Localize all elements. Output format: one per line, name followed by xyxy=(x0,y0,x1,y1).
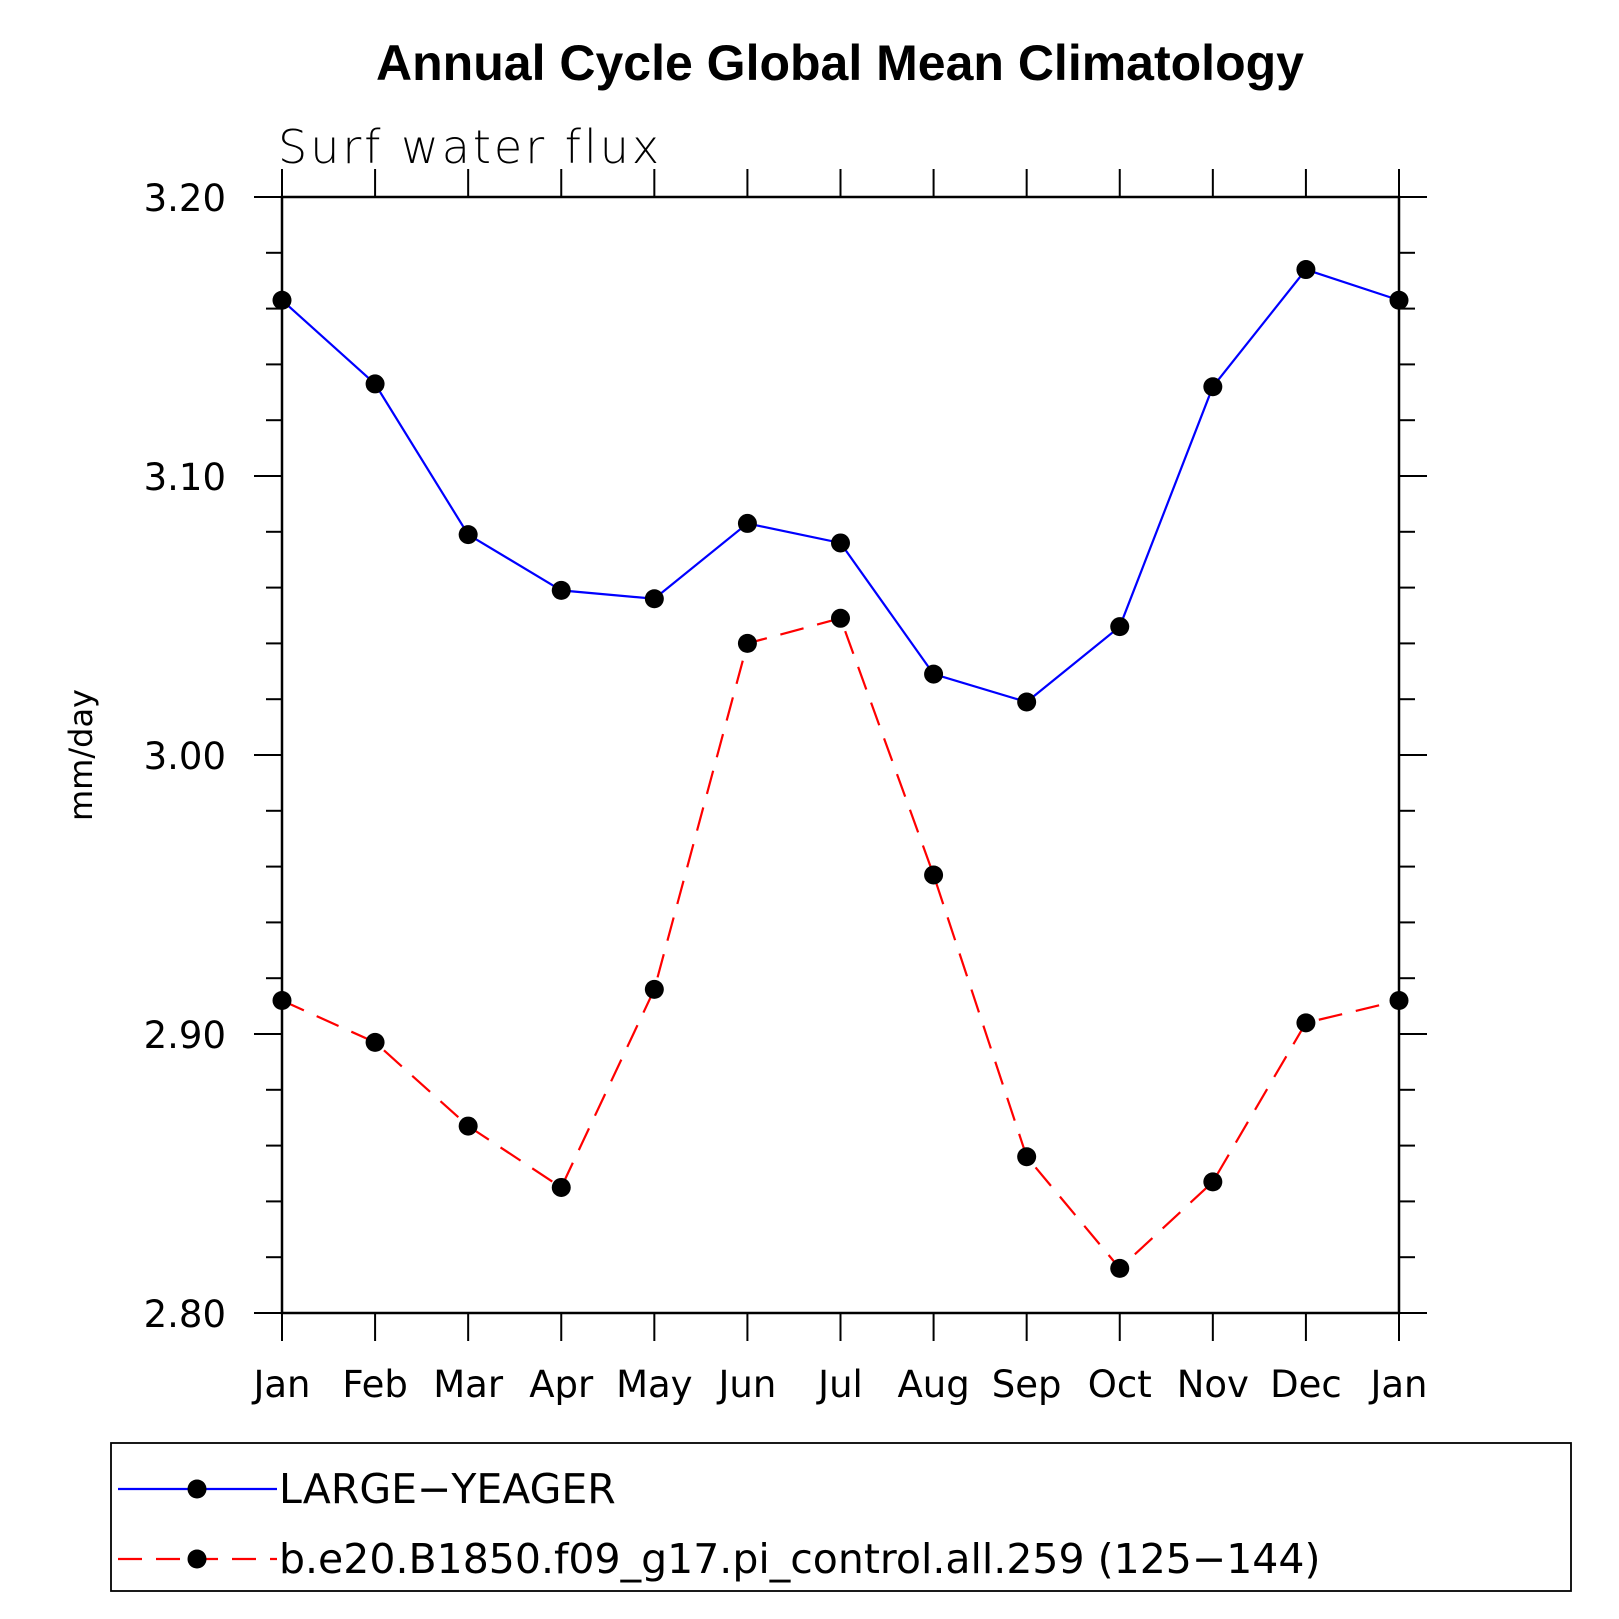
chart-title: Annual Cycle Global Mean Climatology xyxy=(376,35,1304,91)
x-tick-label: Dec xyxy=(1270,1363,1342,1406)
x-tick-label: Aug xyxy=(897,1363,969,1406)
x-tick-label: Apr xyxy=(529,1363,594,1406)
series-line-0 xyxy=(281,268,1400,704)
data-point-0 xyxy=(1110,617,1130,637)
data-point-0 xyxy=(644,589,664,609)
x-tick-label: May xyxy=(616,1363,693,1406)
x-tick-label: Sep xyxy=(992,1363,1062,1406)
legend: LARGE−YEAGER b.e20.B1850.f09_g17.pi_contr… xyxy=(118,1465,1320,1583)
data-point-1 xyxy=(831,608,850,628)
y-axis: 2.80 2.90 3.00 3.10 3.20 xyxy=(144,177,1427,1336)
data-point-0 xyxy=(1017,692,1037,712)
series-line-1 xyxy=(281,616,1400,1270)
x-tick-label: Feb xyxy=(342,1363,408,1406)
x-axis: Jan Feb Mar Apr May Jun Jul Aug Sep Oct Nov Dec Jan xyxy=(251,169,1428,1406)
y-axis-label: mm/day xyxy=(62,689,100,821)
legend-marker-0 xyxy=(187,1479,207,1499)
y-tick-label: 3.10 xyxy=(144,456,226,499)
data-point-0 xyxy=(458,525,478,545)
y-tick-label: 2.80 xyxy=(144,1293,226,1336)
data-point-1 xyxy=(1203,1172,1223,1192)
data-point-1 xyxy=(737,633,757,653)
x-tick-label: Mar xyxy=(433,1363,504,1406)
x-tick-label: Jan xyxy=(251,1363,310,1406)
chart-subtitle: Surf water flux xyxy=(278,120,662,174)
x-tick-label: Jul xyxy=(816,1363,863,1406)
data-point-0 xyxy=(1296,260,1316,280)
data-point-0 xyxy=(551,580,571,600)
series-layer xyxy=(272,260,1409,1278)
data-point-1 xyxy=(644,979,664,999)
x-tick-label: Jan xyxy=(1368,1363,1427,1406)
data-point-0 xyxy=(831,533,850,553)
legend-label-0: LARGE−YEAGER xyxy=(279,1465,616,1513)
x-tick-label: Nov xyxy=(1177,1363,1249,1406)
data-point-1 xyxy=(1110,1258,1130,1278)
data-point-1 xyxy=(1017,1147,1037,1167)
legend-box xyxy=(110,1442,1572,1592)
data-point-0 xyxy=(737,513,757,533)
x-tick-label: Jun xyxy=(717,1363,777,1406)
legend-marker-1 xyxy=(187,1549,207,1569)
x-tick-label: Oct xyxy=(1088,1363,1152,1406)
y-tick-label: 2.90 xyxy=(144,1014,226,1057)
legend-label-1: b.e20.B1850.f09_g17.pi_control.all.259 (… xyxy=(279,1535,1320,1583)
data-point-1 xyxy=(924,865,944,885)
y-tick-label: 3.00 xyxy=(144,735,226,778)
data-point-0 xyxy=(924,664,944,684)
data-point-1 xyxy=(365,1032,385,1052)
data-point-0 xyxy=(1203,377,1223,397)
data-point-1 xyxy=(1296,1013,1316,1033)
data-point-1 xyxy=(1389,991,1409,1011)
y-tick-label: 3.20 xyxy=(144,177,226,220)
data-point-0 xyxy=(272,290,292,310)
data-point-1 xyxy=(458,1116,478,1136)
data-point-0 xyxy=(365,374,385,394)
data-point-0 xyxy=(1389,290,1409,310)
data-point-1 xyxy=(272,991,292,1011)
data-point-1 xyxy=(551,1177,571,1197)
